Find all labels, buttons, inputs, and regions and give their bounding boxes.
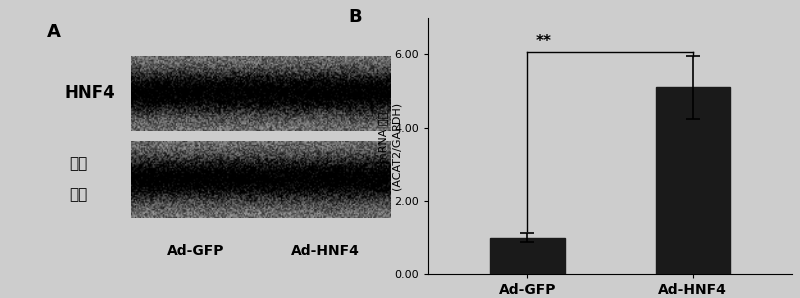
Text: 蛋白: 蛋白 <box>70 187 88 202</box>
Bar <box>655 87 730 274</box>
Text: Ad-GFP: Ad-GFP <box>167 244 224 258</box>
Bar <box>490 238 565 274</box>
Text: Ad-HNF4: Ad-HNF4 <box>291 244 360 258</box>
Text: B: B <box>348 8 362 26</box>
Text: HNF4: HNF4 <box>65 84 115 103</box>
Text: A: A <box>46 23 61 41</box>
Text: 肌动: 肌动 <box>70 156 88 171</box>
Y-axis label: 相对 mRNA 丰度
(ACAT2/GAPDH): 相对 mRNA 丰度 (ACAT2/GAPDH) <box>378 102 402 190</box>
Text: **: ** <box>536 34 552 49</box>
